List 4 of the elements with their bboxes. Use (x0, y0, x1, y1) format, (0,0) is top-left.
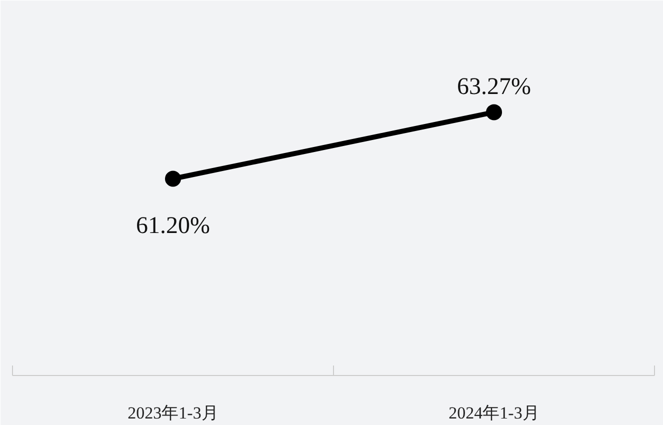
data-label: 63.27% (457, 74, 532, 100)
x-tick-label: 2024年1-3月 (448, 404, 540, 422)
x-tick-label: 2023年1-3月 (128, 404, 218, 422)
data-label: 61.20% (136, 212, 210, 239)
